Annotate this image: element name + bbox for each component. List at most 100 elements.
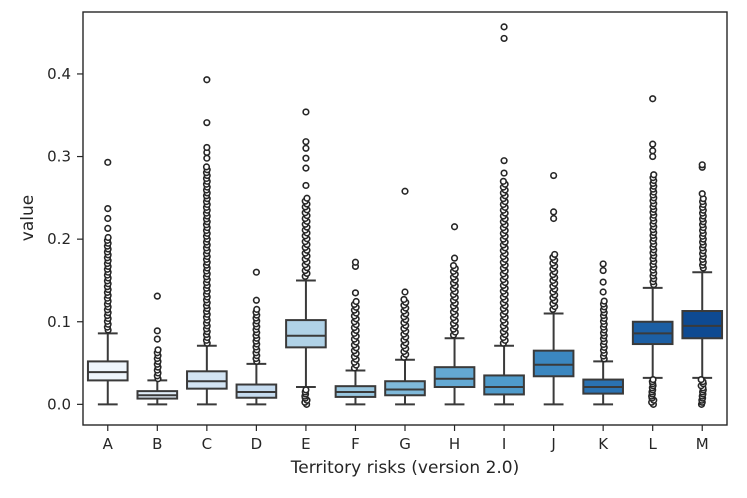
box-iqr bbox=[483, 374, 525, 396]
outlier-point bbox=[500, 169, 508, 177]
plot-frame bbox=[82, 11, 728, 426]
y-axis: 0.0 0.1 0.2 0.3 0.4 bbox=[47, 65, 83, 413]
outlier-point bbox=[153, 292, 161, 300]
x-tick-label-i: I bbox=[502, 435, 506, 453]
x-tick-label-a: A bbox=[103, 435, 114, 453]
y-tick-label: 0.4 bbox=[47, 65, 71, 83]
outlier-point bbox=[104, 233, 112, 242]
outlier-point bbox=[599, 288, 607, 296]
x-tick-label-l: L bbox=[649, 435, 658, 453]
outlier-point bbox=[352, 297, 360, 306]
x-axis-title: Territory risks (version 2.0) bbox=[290, 458, 520, 478]
outlier-point bbox=[400, 295, 408, 304]
box-g bbox=[384, 187, 426, 406]
box-d bbox=[235, 268, 278, 406]
box-f bbox=[334, 258, 377, 406]
outlier-point bbox=[302, 138, 310, 146]
box-c bbox=[186, 76, 228, 406]
outlier-point bbox=[500, 157, 508, 165]
outlier-point bbox=[302, 108, 310, 116]
outlier-point bbox=[351, 289, 360, 297]
x-tick-label-j: J bbox=[550, 435, 555, 453]
box-iqr bbox=[433, 366, 476, 389]
y-tick-label: 0.3 bbox=[47, 148, 71, 166]
outlier-point bbox=[302, 164, 310, 172]
outlier-point bbox=[104, 224, 112, 233]
outlier-point bbox=[252, 296, 260, 304]
box-e bbox=[285, 108, 327, 408]
outlier-point bbox=[401, 187, 409, 195]
outlier-point bbox=[550, 208, 558, 216]
box-iqr bbox=[285, 319, 327, 349]
x-tick-label-f: F bbox=[351, 435, 360, 453]
outlier-point bbox=[600, 297, 608, 305]
outlier-point bbox=[104, 214, 112, 223]
outlier-point bbox=[500, 34, 508, 43]
outlier-point bbox=[649, 152, 657, 161]
box-plot-series bbox=[86, 23, 724, 408]
x-tick-label-c: C bbox=[202, 435, 212, 453]
outlier-point bbox=[202, 163, 211, 171]
x-tick-label-h: H bbox=[449, 435, 460, 453]
outlier-point bbox=[351, 258, 360, 266]
outlier-point bbox=[203, 154, 211, 162]
x-tick-label-b: B bbox=[152, 435, 162, 453]
outlier-point bbox=[550, 171, 558, 180]
box-iqr bbox=[532, 349, 575, 378]
outlier-point bbox=[649, 147, 657, 155]
box-iqr bbox=[86, 360, 129, 382]
outlier-point bbox=[550, 214, 558, 223]
outlier-point bbox=[499, 177, 507, 185]
x-tick-label-d: D bbox=[251, 435, 263, 453]
x-tick-label-e: E bbox=[301, 435, 310, 453]
outlier-point bbox=[253, 305, 261, 313]
box-iqr bbox=[681, 310, 724, 340]
outlier-point bbox=[303, 194, 311, 202]
y-tick-label: 0.2 bbox=[47, 230, 71, 248]
box-b bbox=[136, 292, 179, 406]
outlier-point bbox=[153, 327, 161, 335]
outlier-point bbox=[599, 260, 607, 268]
outlier-point bbox=[450, 254, 459, 262]
x-tick-label-m: M bbox=[696, 435, 709, 453]
outlier-point bbox=[449, 261, 458, 270]
outlier-point bbox=[649, 95, 657, 103]
outlier-point bbox=[649, 375, 657, 384]
outlier-point bbox=[698, 190, 706, 198]
outlier-point bbox=[650, 171, 658, 179]
outlier-point bbox=[252, 268, 260, 276]
box-a bbox=[86, 158, 129, 406]
outlier-point bbox=[104, 204, 112, 213]
y-axis-title: value bbox=[18, 195, 38, 241]
outlier-point bbox=[698, 161, 706, 169]
outlier-point bbox=[302, 181, 310, 190]
outlier-point bbox=[203, 119, 211, 127]
outlier-point bbox=[697, 375, 705, 384]
box-iqr bbox=[186, 370, 228, 390]
outlier-point bbox=[500, 23, 508, 31]
outlier-point bbox=[599, 266, 607, 275]
x-tick-label-k: K bbox=[598, 435, 609, 453]
y-tick-label: 0.0 bbox=[47, 395, 71, 413]
outlier-point bbox=[203, 143, 211, 152]
x-tick-label-g: G bbox=[399, 435, 411, 453]
box-l bbox=[631, 95, 674, 408]
outlier-point bbox=[302, 144, 310, 152]
outlier-point bbox=[401, 288, 409, 296]
box-i bbox=[483, 23, 525, 406]
box-h bbox=[433, 223, 476, 406]
outlier-point bbox=[450, 223, 459, 231]
outlier-point bbox=[154, 346, 162, 354]
outlier-point bbox=[302, 386, 310, 394]
outlier-point bbox=[104, 158, 112, 166]
box-m bbox=[681, 161, 724, 408]
box-j bbox=[532, 171, 575, 406]
outlier-point bbox=[599, 278, 607, 286]
outlier-point bbox=[551, 250, 559, 259]
box-k bbox=[582, 260, 624, 406]
outlier-point bbox=[649, 140, 657, 148]
box-iqr bbox=[384, 380, 426, 397]
outlier-point bbox=[153, 335, 161, 343]
